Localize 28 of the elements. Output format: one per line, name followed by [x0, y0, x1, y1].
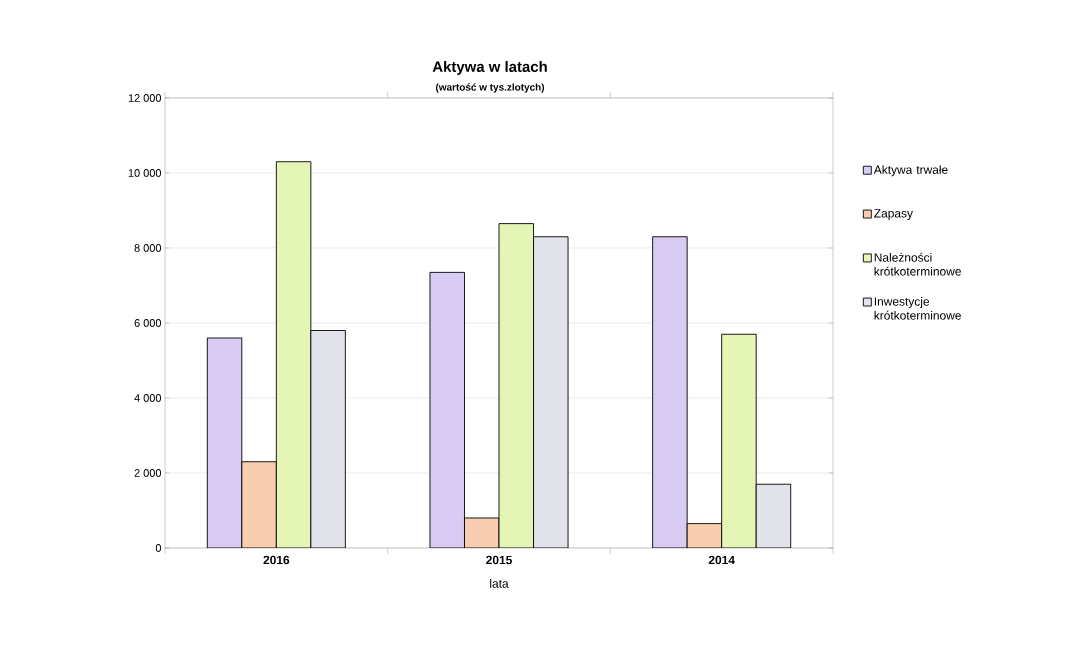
bar: [241, 461, 277, 548]
bar: [498, 223, 534, 548]
legend-label: Inwestycje krótkoterminowe: [874, 296, 961, 320]
x-tick-label: 2016: [263, 555, 290, 565]
y-tick-label: 8 000: [134, 244, 162, 252]
y-tick-label: 12 000: [128, 94, 162, 102]
bar: [275, 161, 312, 548]
y-tick-label: 6 000: [134, 319, 162, 327]
legend-label: Należności krótkoterminowe: [874, 252, 961, 276]
bar: [652, 236, 688, 548]
bar: [686, 523, 723, 548]
x-axis-title: lata: [490, 579, 509, 588]
bar: [755, 483, 792, 548]
y-tick-label: 0: [155, 544, 162, 552]
bar: [721, 333, 757, 548]
x-tick-label: 2015: [486, 555, 512, 565]
chart-subtitle: (wartość w tys.zlotych): [435, 83, 545, 93]
bar: [429, 271, 465, 548]
bar: [310, 330, 346, 548]
chart-title: Aktywa w latach: [432, 61, 547, 75]
y-tick-label: 10 000: [128, 169, 162, 177]
legend-label: Zapasy: [874, 209, 913, 220]
y-tick-label: 4 000: [134, 394, 162, 402]
bar: [206, 337, 243, 548]
x-tick-label: 2014: [708, 555, 735, 565]
legend-label: Aktywa trwałe: [873, 165, 948, 177]
y-tick-label: 2 000: [134, 469, 162, 477]
bar: [533, 236, 569, 548]
